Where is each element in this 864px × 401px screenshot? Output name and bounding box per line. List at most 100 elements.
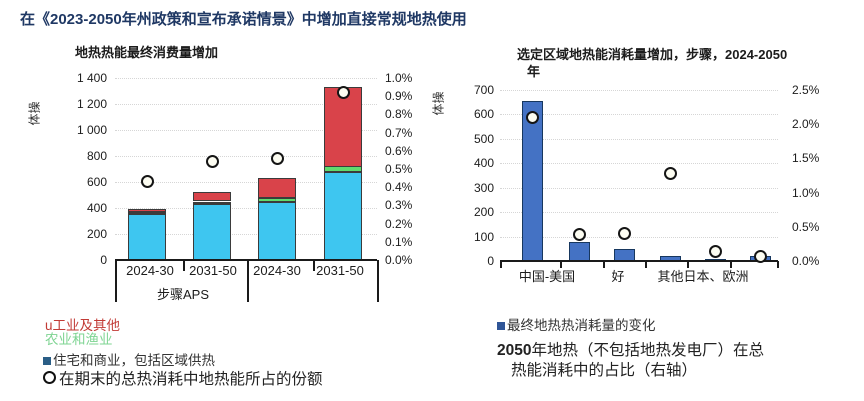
axis-tick — [313, 260, 315, 271]
gridline — [115, 182, 377, 183]
x-axis-label: 好 — [611, 269, 625, 284]
axis-tick-label: 0.6% — [385, 143, 413, 158]
axis-tick-label: 0.2% — [385, 216, 413, 231]
bar-segment-1 — [324, 166, 362, 173]
right-chart-caption: 2050年地热（不包括地热发电厂）在总 热能消耗中的占比（右轴） — [497, 341, 857, 381]
gridline — [500, 163, 778, 165]
bar — [568, 241, 590, 261]
axis-tick-label: 600 — [86, 175, 107, 189]
axis-tick — [777, 261, 779, 268]
share-dot — [336, 86, 350, 100]
legend-share-dots: 在期末的总热消耗中地热能所占的份额 — [43, 367, 323, 389]
axis-tick-label: 1.0% — [385, 71, 413, 85]
bar-segment-2 — [258, 177, 296, 199]
axis-tick — [500, 261, 502, 268]
bar-segment-0 — [128, 213, 166, 261]
axis-tick-label: 0.0% — [792, 254, 820, 268]
group-bracket — [247, 260, 249, 302]
axis-tick-label: 700 — [473, 83, 494, 97]
axis-tick — [560, 261, 562, 268]
gridline — [500, 90, 778, 91]
axis-tick-label: 0.9% — [385, 89, 413, 104]
page-title: 在《2023-2050年州政策和宣布承诺情景》中增加直接常规地热使用 — [20, 11, 467, 28]
bar-segment-0 — [258, 201, 296, 260]
bar-segment-0 — [324, 172, 362, 261]
gridline — [500, 187, 778, 189]
bar-segment-2 — [193, 192, 231, 202]
x-axis-line — [115, 259, 377, 261]
bar-segment-2 — [324, 86, 362, 167]
share-dot — [525, 110, 539, 124]
share-dot — [572, 227, 586, 241]
share-dot — [270, 151, 284, 165]
x-axis-label: 其他日本、欧洲 — [657, 269, 749, 284]
gridline — [115, 234, 377, 235]
legend-final-heat-label: 最终地热热消耗量的变化 — [507, 318, 656, 333]
caption-year: 2050 — [497, 342, 532, 359]
axis-tick-label: 1 200 — [76, 97, 107, 111]
axis-tick-label: 200 — [86, 227, 107, 241]
gridline — [115, 208, 377, 209]
axis-tick — [687, 261, 689, 268]
share-dot — [708, 244, 722, 258]
x-axis-label: 中国-美国 — [518, 269, 576, 284]
legend-industry-label: 工业及其他 — [52, 318, 121, 333]
gridline — [500, 236, 778, 238]
legend-industry-and-other: u工业及其他 — [45, 314, 120, 334]
axis-tick-label: 0.5% — [385, 162, 413, 176]
x-axis-label: 2024-30 — [253, 263, 301, 278]
bar-segment-1 — [128, 212, 166, 215]
blue-square-icon — [43, 357, 51, 365]
axis-tick-label: 0.0% — [385, 253, 413, 267]
share-dot — [753, 250, 767, 264]
right-chart-title-years: 2024-2050 — [725, 47, 788, 62]
axis-tick-label: 1 400 — [76, 71, 107, 85]
axis-tick-label: 0 — [487, 254, 494, 268]
legend-share-label: 在期末的总热消耗中地热能所占的份额 — [59, 371, 323, 388]
legend-agriculture-fishing: 农业和渔业 — [45, 328, 113, 348]
axis-tick-label: 1.0% — [792, 185, 820, 200]
group-bracket — [115, 260, 117, 302]
bar — [521, 101, 543, 261]
circle-marker-icon — [43, 371, 56, 384]
x-axis-line — [500, 260, 778, 262]
share-dot — [617, 227, 631, 241]
axis-tick-label: 2.0% — [792, 117, 820, 132]
axis-tick-label: 0.5% — [792, 219, 820, 234]
axis-tick-label: 0.3% — [385, 198, 413, 213]
group-bracket — [377, 260, 379, 302]
legend-agriculture-label: 农业和渔业 — [45, 332, 113, 347]
gridline — [115, 156, 377, 157]
caption-line2: 热能消耗中的占比（右轴） — [511, 362, 698, 379]
share-dot — [140, 175, 154, 189]
legend-industry-marker: u — [45, 318, 53, 333]
gridline — [115, 104, 377, 105]
axis-tick-label: 1.5% — [792, 151, 820, 166]
axis-tick — [645, 261, 647, 268]
bar-segment-1 — [258, 198, 296, 202]
share-dot — [663, 166, 677, 180]
share-dot — [205, 155, 219, 169]
bar-segment-0 — [193, 204, 231, 260]
gridline — [115, 130, 377, 131]
right-chart-title-line2: 年 — [527, 64, 541, 79]
legend-residential-commercial: 住宅和商业，包括区域供热 — [43, 349, 215, 369]
legend-residential-label: 住宅和商业，包括区域供热 — [53, 353, 215, 368]
axis-tick-label: 800 — [86, 149, 107, 163]
left-chart-title: 地热热能最终消费量增加 — [75, 45, 219, 60]
blue-square-icon — [497, 322, 505, 330]
gridline — [500, 138, 778, 140]
gridline — [115, 78, 377, 79]
x-axis-label: 2031-50 — [316, 263, 364, 278]
caption-line1: 年地热（不包括地热发电厂）在总 — [531, 342, 764, 359]
axis-tick-label: 400 — [86, 201, 107, 215]
axis-tick-label: 0.8% — [385, 107, 413, 122]
axis-tick-label: 600 — [473, 107, 494, 122]
axis-tick-label: 2.5% — [792, 83, 820, 97]
axis-tick — [183, 260, 185, 271]
axis-tick-label: 400 — [473, 156, 494, 171]
axis-tick-label: 0.7% — [385, 125, 413, 140]
right-chart-title-prefix: 选定区域地热能消耗量增加，步骤， — [517, 47, 726, 62]
bar-segment-2 — [128, 209, 166, 213]
